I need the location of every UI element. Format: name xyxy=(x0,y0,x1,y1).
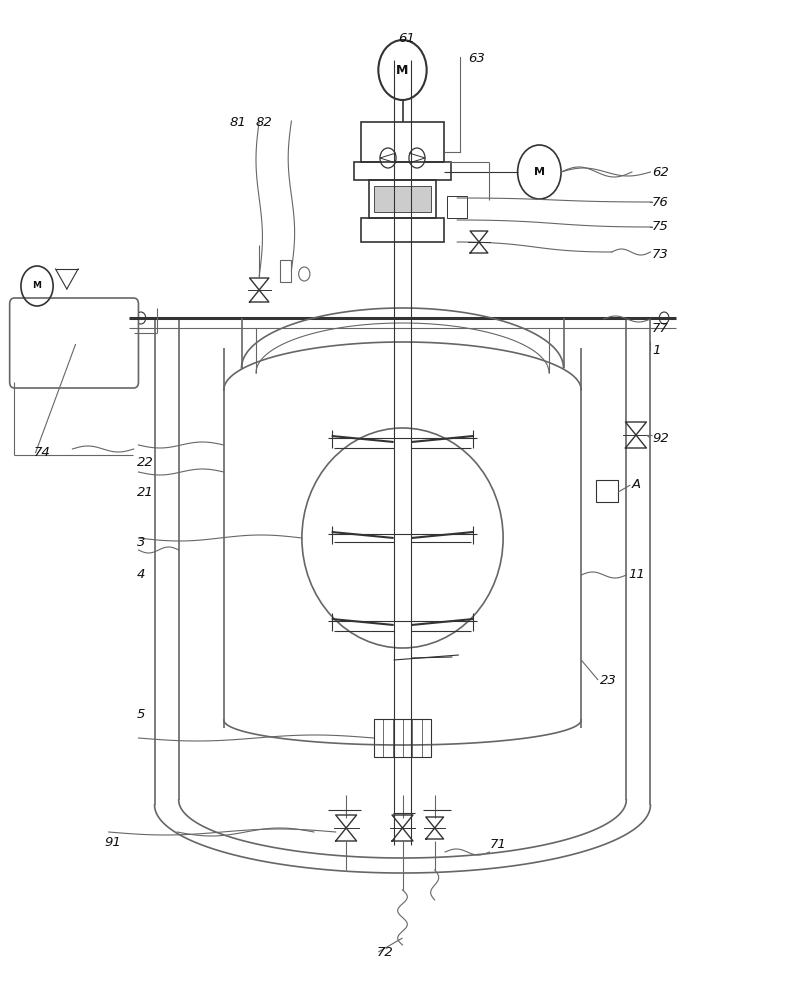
Text: A: A xyxy=(632,479,641,491)
Text: 74: 74 xyxy=(34,446,51,460)
Text: 82: 82 xyxy=(256,115,273,128)
Text: 5: 5 xyxy=(137,708,145,722)
Text: 92: 92 xyxy=(652,432,669,444)
Text: 11: 11 xyxy=(628,568,645,582)
Text: 22: 22 xyxy=(137,456,154,468)
Text: 21: 21 xyxy=(137,486,154,498)
Text: 75: 75 xyxy=(652,221,669,233)
Text: 62: 62 xyxy=(652,165,669,178)
Text: M: M xyxy=(534,167,545,177)
Text: 72: 72 xyxy=(377,946,394,958)
Circle shape xyxy=(380,148,396,168)
Text: 71: 71 xyxy=(489,838,506,852)
Text: 3: 3 xyxy=(137,536,145,548)
Text: 61: 61 xyxy=(398,31,415,44)
Text: 77: 77 xyxy=(652,322,669,334)
Bar xyxy=(447,196,467,218)
Text: M: M xyxy=(396,64,409,77)
Bar xyxy=(374,719,431,757)
Bar xyxy=(374,186,431,212)
Text: 81: 81 xyxy=(229,115,246,128)
Bar xyxy=(354,162,451,180)
Text: 91: 91 xyxy=(105,836,122,848)
FancyBboxPatch shape xyxy=(10,298,138,388)
Bar xyxy=(361,218,444,242)
Bar xyxy=(361,122,444,162)
Text: 76: 76 xyxy=(652,196,669,209)
Text: 4: 4 xyxy=(137,568,145,582)
Text: 73: 73 xyxy=(652,248,669,261)
Bar xyxy=(369,180,436,218)
Bar xyxy=(280,260,291,282)
Text: 1: 1 xyxy=(652,344,660,357)
Text: M: M xyxy=(32,282,42,290)
Text: 63: 63 xyxy=(469,51,485,64)
Text: 23: 23 xyxy=(600,674,617,686)
Bar xyxy=(596,480,618,502)
Circle shape xyxy=(409,148,425,168)
